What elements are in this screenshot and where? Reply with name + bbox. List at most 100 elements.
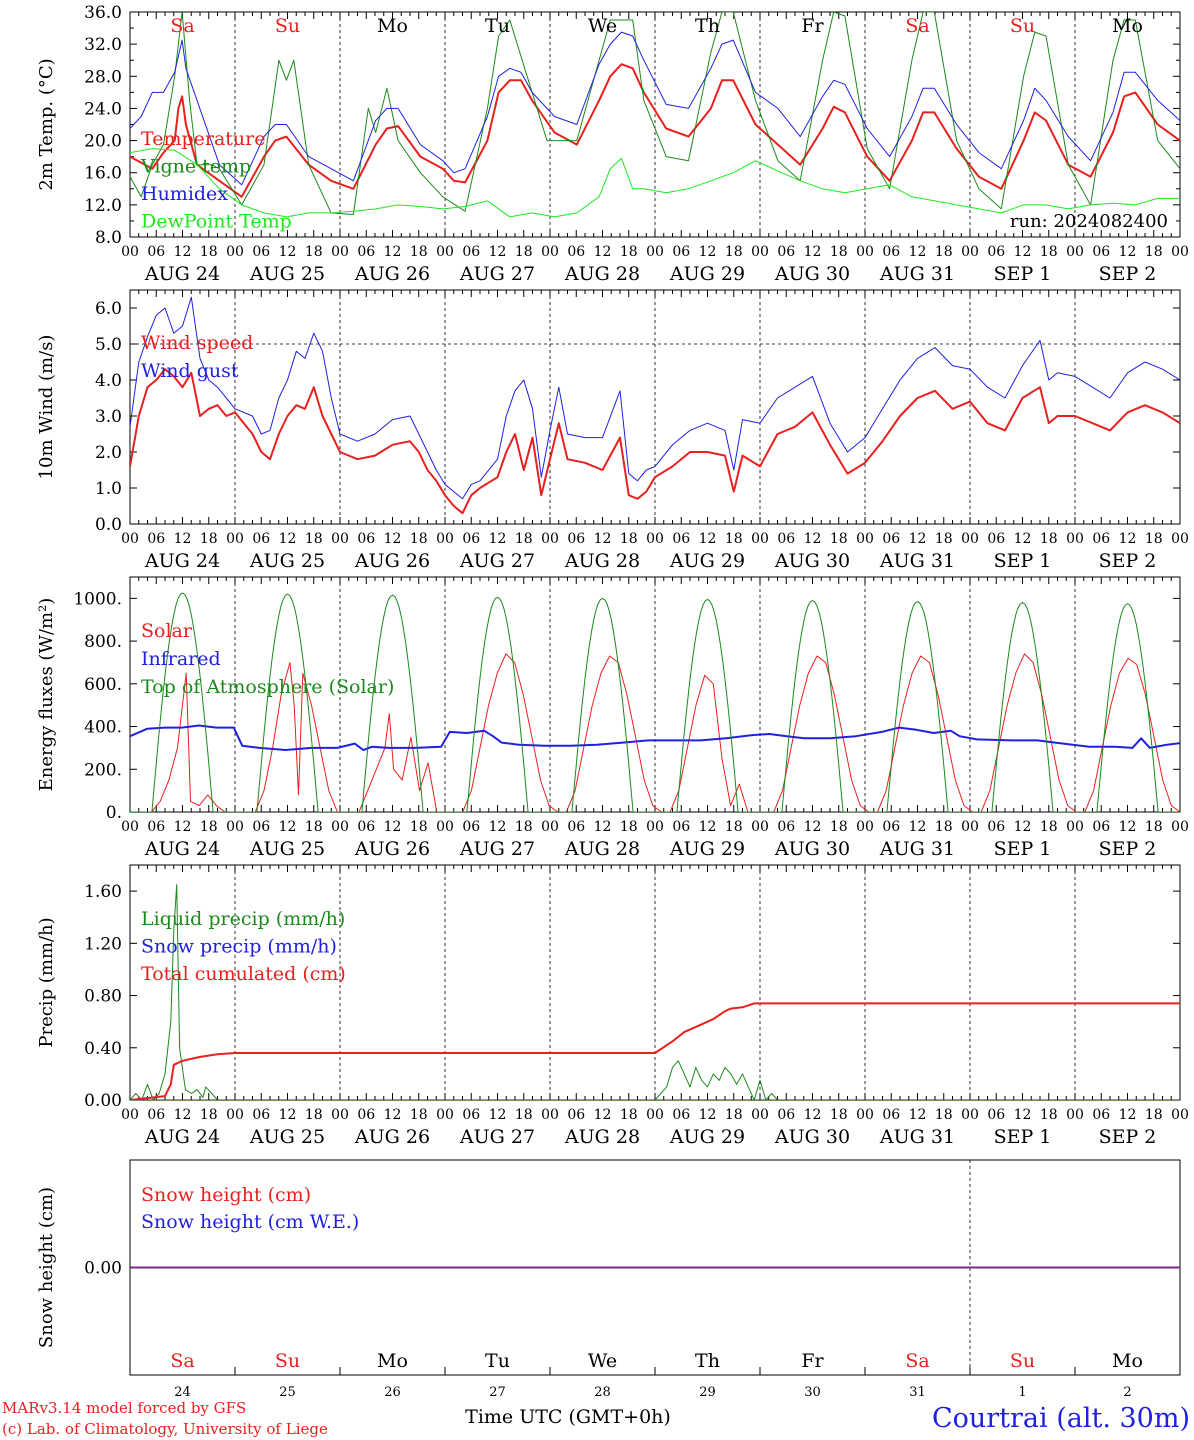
date-label: AUG 24 [144, 838, 220, 860]
hour-tick-label: 06 [357, 1107, 375, 1123]
hour-tick-label: 12 [594, 1107, 612, 1123]
hour-tick-label: 18 [830, 819, 848, 835]
hour-tick-label: 18 [1040, 531, 1058, 547]
y-axis-label: Snow height (cm) [36, 1187, 57, 1348]
series-line-dewpoint-temp [130, 148, 1180, 218]
hour-tick-label: 06 [357, 244, 375, 260]
legend-entry: DewPoint Temp [141, 211, 292, 233]
day-name-label: Sa [170, 15, 194, 37]
date-label: AUG 25 [249, 838, 325, 860]
day-number-label: 26 [384, 1385, 401, 1400]
hour-tick-label: 00 [1066, 1107, 1084, 1123]
hour-tick-label: 00 [751, 819, 769, 835]
hour-tick-label: 18 [305, 244, 323, 260]
hour-tick-label: 12 [279, 1107, 297, 1123]
hour-tick-label: 12 [384, 1107, 402, 1123]
date-label: AUG 28 [564, 838, 640, 860]
hour-tick-label: 12 [699, 244, 717, 260]
y-axis-label: 2m Temp. (°C) [36, 58, 57, 190]
legend-entry: Temperature [141, 128, 265, 150]
x-axis-label: Time UTC (GMT+0h) [465, 1406, 671, 1428]
series-line-wind-speed [130, 368, 1180, 515]
credit-line-2: (c) Lab. of Climatology, University of L… [2, 1420, 328, 1438]
hour-tick-label: 12 [489, 531, 507, 547]
panel-frame [129, 11, 1181, 238]
hour-tick-label: 06 [567, 244, 585, 260]
date-label: AUG 29 [669, 1126, 745, 1148]
legend-entry: Total cumulated (cm) [141, 963, 346, 985]
hour-tick-label: 12 [174, 819, 192, 835]
series-line-wind-gust [130, 296, 1180, 500]
date-label: AUG 29 [669, 263, 745, 285]
hour-tick-label: 18 [515, 531, 533, 547]
hour-tick-label: 00 [856, 819, 874, 835]
hour-tick-label: 06 [777, 244, 795, 260]
legend-entry: Snow height (cm) [141, 1184, 311, 1206]
hour-tick-label: 06 [567, 819, 585, 835]
y-tick-label: 2.0 [95, 443, 122, 463]
hour-tick-label: 06 [987, 531, 1005, 547]
y-axis-label: Precip (mm/h) [36, 917, 57, 1047]
hour-tick-label: 06 [672, 819, 690, 835]
legend-entry: Top of Atmosphere (Solar) [141, 676, 394, 698]
date-label: AUG 28 [564, 1126, 640, 1148]
day-name-label: Mo [1112, 1350, 1143, 1372]
hour-tick-label: 12 [699, 819, 717, 835]
date-label: SEP 2 [1099, 550, 1157, 572]
y-tick-label: 0. [106, 803, 122, 823]
hour-tick-label: 00 [751, 244, 769, 260]
series-line-infrared [130, 724, 1180, 751]
hour-tick-label: 12 [279, 244, 297, 260]
date-label: AUG 27 [459, 550, 535, 572]
day-name-label: Su [275, 15, 300, 37]
hour-tick-label: 06 [357, 531, 375, 547]
legend-entry: Wind speed [141, 332, 253, 354]
date-label: AUG 24 [144, 550, 220, 572]
hour-tick-label: 06 [987, 244, 1005, 260]
hour-tick-label: 12 [384, 531, 402, 547]
hour-tick-label: 12 [804, 244, 822, 260]
y-tick-label: 400. [84, 718, 122, 738]
hour-tick-label: 00 [226, 531, 244, 547]
date-label: AUG 30 [774, 1126, 850, 1148]
hour-tick-label: 00 [541, 244, 559, 260]
legend-entry: Wind gust [141, 360, 239, 382]
hour-tick-label: 00 [436, 819, 454, 835]
hour-tick-label: 18 [620, 819, 638, 835]
day-number-label: 30 [804, 1385, 821, 1400]
y-tick-label: 6.0 [95, 299, 122, 319]
date-label: AUG 28 [564, 550, 640, 572]
hour-tick-label: 00 [1066, 244, 1084, 260]
hour-tick-label: 12 [1119, 819, 1137, 835]
hour-tick-label: 06 [147, 1107, 165, 1123]
date-label: AUG 30 [774, 263, 850, 285]
hour-tick-label: 12 [909, 819, 927, 835]
hour-tick-label: 00 [226, 819, 244, 835]
day-number-label: 1 [1018, 1385, 1026, 1400]
legend-entry: Humidex [141, 183, 228, 205]
day-name-label: Th [695, 1350, 720, 1372]
date-label: AUG 29 [669, 550, 745, 572]
hour-tick-label: 00 [1171, 244, 1189, 260]
hour-tick-label: 18 [725, 531, 743, 547]
series-group [130, 884, 1180, 1100]
hour-tick-label: 18 [725, 1107, 743, 1123]
y-tick-label: 600. [84, 675, 122, 695]
hour-tick-label: 12 [1119, 1107, 1137, 1123]
hour-tick-label: 18 [515, 819, 533, 835]
date-label: AUG 28 [564, 263, 640, 285]
hour-tick-label: 12 [699, 1107, 717, 1123]
date-label: AUG 31 [879, 550, 955, 572]
panel-temperature: 8.0 12.0 16.0 20.0 24.0 28.0 32.0 36.0 2m Temp. … [36, 3, 1189, 285]
hour-tick-label: 18 [200, 531, 218, 547]
day-number-label: 31 [909, 1385, 926, 1400]
y-tick-label: 4.0 [95, 371, 122, 391]
hour-tick-label: 00 [751, 531, 769, 547]
date-label: AUG 27 [459, 1126, 535, 1148]
hour-tick-label: 00 [541, 1107, 559, 1123]
hour-tick-label: 12 [909, 1107, 927, 1123]
y-tick-label: 3.0 [95, 407, 122, 427]
date-label: AUG 31 [879, 838, 955, 860]
hour-tick-label: 18 [935, 531, 953, 547]
panel-wind: 0.0 1.0 2.0 3.0 4.0 5.0 6.0 10m Wind (m/s) 00 06 1… [36, 289, 1189, 572]
